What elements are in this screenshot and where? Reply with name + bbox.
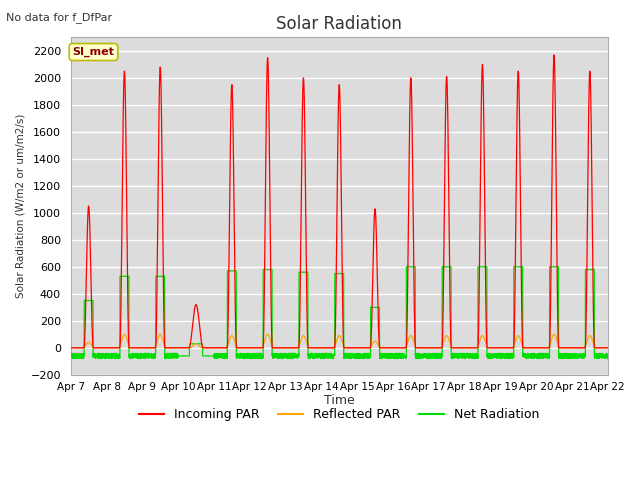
Text: SI_met: SI_met	[72, 47, 115, 57]
Title: Solar Radiation: Solar Radiation	[276, 15, 402, 33]
X-axis label: Time: Time	[324, 394, 355, 407]
Legend: Incoming PAR, Reflected PAR, Net Radiation: Incoming PAR, Reflected PAR, Net Radiati…	[134, 403, 545, 426]
Text: No data for f_DfPar: No data for f_DfPar	[6, 12, 113, 23]
Y-axis label: Solar Radiation (W/m2 or um/m2/s): Solar Radiation (W/m2 or um/m2/s)	[15, 114, 25, 298]
